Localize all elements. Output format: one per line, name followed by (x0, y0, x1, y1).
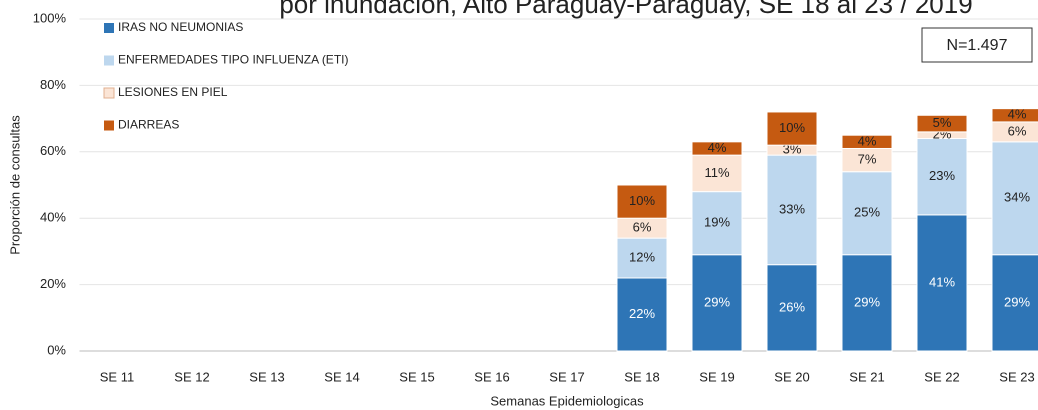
x-tick-label: SE 17 (549, 369, 584, 384)
x-axis-label: Semanas Epidemiologicas (490, 393, 644, 408)
x-tick-label: SE 20 (774, 369, 809, 384)
bar-segment (766, 264, 818, 352)
value-label: 29% (704, 294, 730, 309)
legend-label: LESIONES EN PIEL (118, 85, 228, 99)
value-label: 29% (854, 294, 880, 309)
y-axis-label: Proporción de consultas (7, 115, 22, 255)
legend-swatch (103, 87, 115, 99)
bar-segment (916, 114, 968, 133)
bar-segment (616, 237, 668, 279)
value-label: 33% (779, 201, 805, 216)
bar-segment (616, 184, 668, 219)
y-tick-label: 40% (40, 210, 66, 225)
bar-segment (766, 111, 818, 146)
value-label: 26% (779, 299, 805, 314)
bar-segment (691, 191, 743, 256)
annotation: N=1.497 (947, 37, 1008, 54)
value-label: 11% (704, 165, 729, 180)
value-label: 25% (854, 205, 880, 220)
value-label: 29% (1004, 294, 1030, 309)
bar-segment (841, 254, 893, 352)
value-label: 19% (704, 215, 730, 230)
bar-segment (691, 254, 743, 352)
legend-label: DIARREAS (118, 118, 179, 132)
bar-segment (841, 134, 893, 149)
y-tick-label: 80% (40, 77, 66, 92)
value-label: 4% (1008, 107, 1027, 122)
x-tick-label: SE 15 (399, 369, 434, 384)
legend-swatch (104, 23, 114, 33)
value-label: 4% (708, 140, 727, 155)
x-tick-label: SE 21 (849, 369, 884, 384)
value-label: 6% (1008, 123, 1027, 138)
x-tick-label: SE 13 (249, 369, 284, 384)
bar-segment (841, 171, 893, 256)
y-tick-label: 100% (33, 10, 67, 25)
value-label: 10% (629, 193, 655, 208)
x-tick-label: SE 14 (324, 369, 359, 384)
value-label: 4% (858, 133, 877, 148)
value-label: 5% (933, 115, 952, 130)
value-label: 6% (633, 220, 652, 235)
value-label: 34% (1004, 190, 1030, 205)
bar-segment (991, 108, 1038, 123)
x-tick-label: SE 16 (474, 369, 509, 384)
x-tick-label: SE 12 (174, 369, 209, 384)
value-label: 22% (629, 306, 655, 321)
x-tick-label: SE 18 (624, 369, 659, 384)
value-label: 7% (858, 152, 877, 167)
value-label: 23% (929, 168, 955, 183)
x-tick-label: SE 11 (100, 369, 134, 384)
y-tick-label: 60% (40, 143, 66, 158)
y-tick-label: 20% (40, 276, 66, 291)
x-tick-label: SE 19 (699, 369, 734, 384)
chart-title: por inundación, Alto Paraguay-Paraguay, … (279, 0, 972, 19)
legend-swatch (104, 55, 114, 66)
bar-segment (616, 277, 668, 352)
bar-segment (916, 214, 968, 352)
bar-segment (991, 141, 1038, 256)
value-label: 12% (629, 249, 655, 264)
legend-label: IRAS NO NEUMONIAS (118, 20, 243, 34)
annotation-box (921, 27, 1033, 63)
y-tick-label: 0% (47, 342, 66, 357)
value-label: 10% (779, 120, 805, 135)
value-label: 41% (929, 274, 955, 289)
bar-segment (916, 138, 968, 216)
bar-segment (691, 141, 743, 156)
legend-swatch (104, 120, 114, 131)
x-tick-label: SE 22 (924, 369, 959, 384)
x-tick-label: SE 23 (999, 369, 1034, 384)
legend-label: ENFERMEDADES TIPO INFLUENZA (ETI) (118, 53, 348, 67)
